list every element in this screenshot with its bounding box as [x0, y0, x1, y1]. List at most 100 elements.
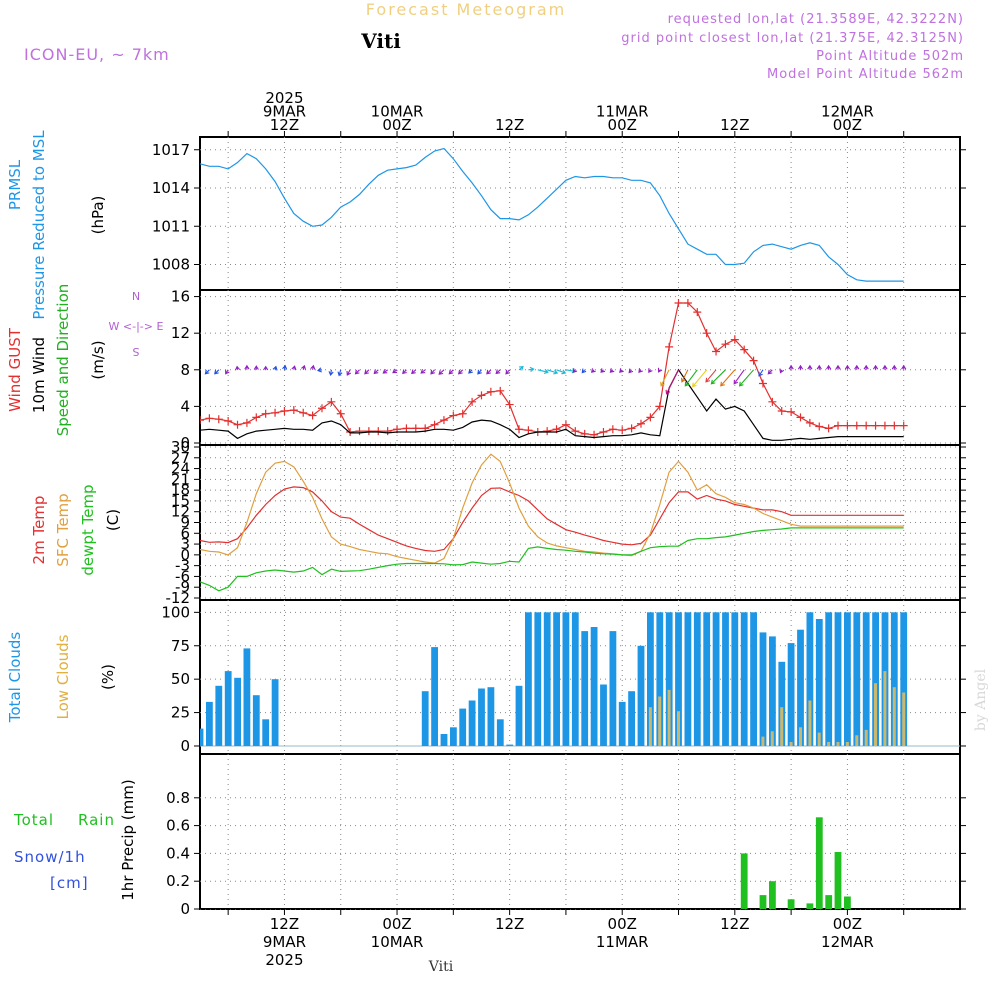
wind-arrow [505, 369, 511, 375]
wind-arrow [692, 369, 708, 388]
y-tick-label: 16 [171, 288, 190, 306]
panel-label: Speed and Direction [54, 284, 72, 437]
bottom-time-label: 2025 [265, 951, 303, 969]
y-tick-label: 8 [180, 361, 190, 379]
precip-bar [815, 817, 823, 909]
gust-marker [242, 418, 251, 427]
total-cloud-bar [590, 627, 598, 746]
gust-marker [224, 417, 233, 426]
wind-arrow [854, 364, 860, 370]
wind-arrow [680, 369, 689, 383]
bottom-time-label: 12Z [720, 915, 749, 933]
gust-marker [336, 409, 345, 418]
compass-north: N [132, 289, 140, 302]
precip-bar [740, 853, 748, 909]
total-cloud-bar [806, 612, 814, 746]
gust-marker [871, 421, 880, 430]
panel-label: 2m Temp [30, 496, 48, 565]
gust-marker [402, 424, 411, 433]
low-cloud-bar [864, 729, 868, 746]
total-cloud-bar [234, 677, 241, 746]
low-cloud-bar [883, 671, 887, 746]
gust-marker [383, 427, 392, 436]
gust-marker [702, 329, 711, 338]
panel-label: 1hr Precip (mm) [119, 779, 137, 900]
precip-bar [825, 895, 833, 909]
gust-marker [599, 428, 608, 437]
wind-arrow [468, 368, 473, 374]
precip-bar [806, 903, 814, 909]
total-cloud-bar [215, 685, 223, 746]
total-cloud-bar [834, 612, 842, 746]
wind-arrow [214, 369, 220, 375]
total-cloud-bar [769, 636, 776, 746]
panel-label: Total [13, 811, 54, 829]
total-cloud-bar [496, 719, 504, 746]
total-cloud-bar [647, 612, 654, 746]
total-cloud-bar [271, 679, 279, 746]
y-tick-label: 18 [171, 481, 190, 499]
gust-marker [200, 416, 204, 425]
gust-marker [524, 426, 533, 435]
top-time-label: 12Z [720, 116, 749, 134]
precip-bar [787, 899, 795, 909]
y-tick-label: 30 [171, 438, 190, 456]
y-tick-label: 0 [180, 434, 190, 452]
wind-arrow [518, 365, 524, 371]
wind-arrow [430, 369, 436, 375]
gust-marker [824, 424, 833, 433]
total-cloud-bar [862, 612, 870, 746]
y-tick-label: 6 [180, 524, 190, 542]
wind-arrow [816, 364, 822, 370]
wind-arrow [638, 368, 643, 373]
wind-arrow [556, 369, 567, 375]
total-cloud-bar [900, 612, 908, 746]
bottom-time-label: 9MAR [263, 933, 306, 951]
requested-coords: requested lon,lat (21.3589E, 42.3222N) [668, 12, 964, 27]
total-cloud-bar [890, 612, 898, 746]
series-line-gust [200, 302, 904, 436]
total-cloud-bar [665, 612, 673, 746]
gust-marker [721, 340, 730, 349]
wind-arrow [373, 369, 379, 375]
gust-marker [571, 427, 580, 436]
total-cloud-bar [478, 688, 485, 746]
wind-arrow [337, 369, 343, 377]
gust-marker [627, 424, 636, 433]
wind-arrow [244, 364, 250, 370]
wind-arrow [619, 368, 624, 373]
total-cloud-bar [571, 612, 579, 746]
total-cloud-bar [525, 612, 532, 746]
wind-arrow [826, 364, 832, 370]
total-cloud-bar [825, 612, 833, 746]
precip-bar [844, 896, 851, 909]
panel-label: Pressure Reduced to MSL [30, 130, 48, 320]
low-cloud-bar [780, 707, 784, 746]
total-cloud-bar [421, 691, 429, 746]
gust-marker [496, 386, 505, 395]
y-tick-label: 0 [180, 900, 190, 918]
y-tick-label: 27 [171, 449, 190, 467]
wind-arrow [448, 369, 454, 375]
gust-marker [749, 356, 758, 365]
y-tick-label: 12 [171, 503, 190, 521]
panel-label: Rain [78, 811, 115, 829]
location-title: Viti [360, 29, 401, 53]
gust-marker [730, 335, 739, 344]
total-cloud-bar [440, 734, 448, 746]
total-cloud-bar [731, 612, 739, 746]
wind-arrow [733, 369, 745, 385]
total-cloud-bar [684, 612, 692, 746]
wind-arrow [738, 369, 755, 387]
total-cloud-bar [693, 612, 701, 746]
total-cloud-bar [844, 612, 851, 746]
wind-arrow [291, 365, 297, 371]
y-tick-label: -12 [166, 589, 191, 607]
wind-arrow [204, 369, 210, 375]
y-tick-label: 50 [171, 670, 190, 688]
wind-arrow [438, 369, 445, 375]
chart-title: Forecast Meteogram [366, 0, 566, 19]
bottom-time-label: 12Z [495, 915, 524, 933]
gust-marker [355, 427, 364, 436]
